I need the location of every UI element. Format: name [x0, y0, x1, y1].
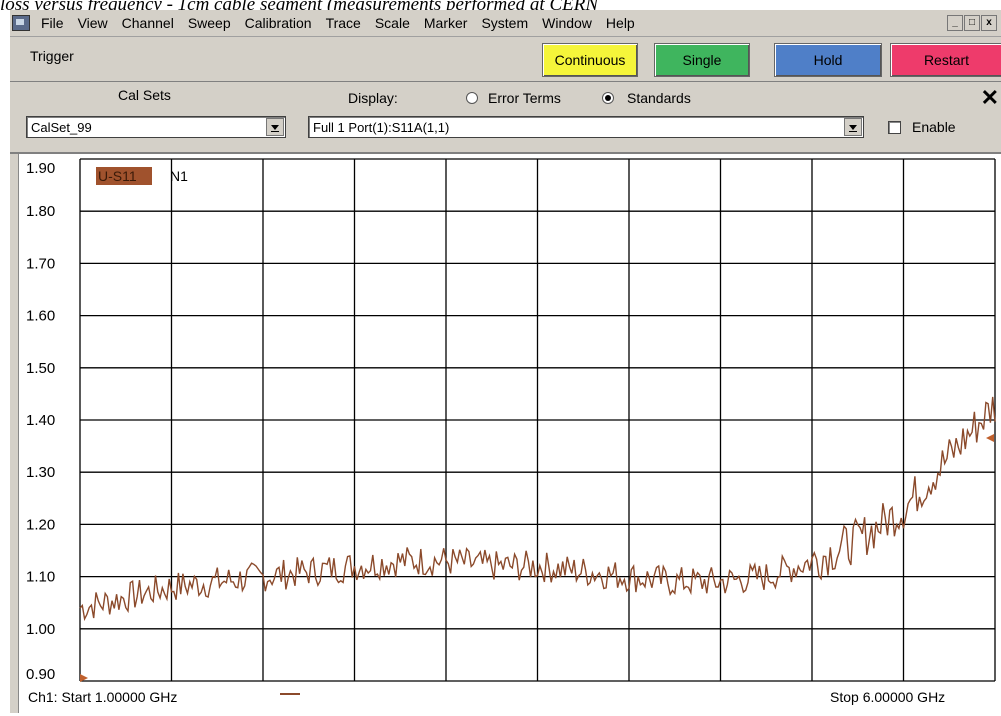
menu-item-calibration[interactable]: Calibration: [238, 10, 319, 36]
display-value: Full 1 Port(1):S11A(1,1): [313, 120, 449, 135]
figure-caption: loss versus frequency - 1cm cable segmen…: [0, 0, 1001, 10]
chevron-down-icon[interactable]: [266, 118, 284, 136]
y-tick-label: 1.40: [26, 412, 55, 429]
trigger-toolbar: Trigger Continuous Single Hold Restart: [10, 37, 1001, 82]
window-controls: _ □ x: [947, 15, 997, 31]
hold-button[interactable]: Hold: [774, 43, 882, 77]
chart-grid: [80, 159, 995, 681]
y-tick-label: 1.20: [26, 516, 55, 533]
y-tick-label: 1.50: [26, 360, 55, 377]
restart-button[interactable]: Restart: [890, 43, 1001, 77]
chart-left-border: [10, 154, 19, 713]
marker-label: N1: [170, 168, 188, 184]
start-frequency-label: Ch1: Start 1.00000 GHz: [28, 689, 177, 705]
y-tick-label: 1.00: [26, 621, 55, 638]
close-icon[interactable]: x: [981, 15, 997, 31]
continuous-button[interactable]: Continuous: [542, 43, 638, 77]
y-tick-labels: 1.90 1.80 1.70 1.60 1.50 1.40 1.30 1.20 1.10 1.00…: [26, 160, 55, 683]
menu-item-system[interactable]: System: [474, 10, 535, 36]
trace-label: U-S11: [98, 168, 137, 184]
enable-label: Enable: [912, 119, 956, 135]
restore-icon[interactable]: □: [964, 15, 980, 31]
y-tick-label: 0.90: [26, 666, 55, 683]
y-tick-label: 1.10: [26, 569, 55, 586]
display-label: Display:: [348, 90, 398, 106]
stop-frequency-label: Stop 6.00000 GHz: [830, 689, 945, 705]
enable-checkbox[interactable]: [888, 121, 901, 134]
reference-marker-right: [986, 434, 994, 442]
menu-item-marker[interactable]: Marker: [417, 10, 475, 36]
calset-value: CalSet_99: [31, 120, 92, 135]
menu-item-view[interactable]: View: [71, 10, 115, 36]
menu-item-window[interactable]: Window: [535, 10, 599, 36]
error-terms-label: Error Terms: [488, 90, 561, 106]
trigger-label: Trigger: [30, 48, 74, 64]
cal-sets-panel: Cal Sets CalSet_99 Display: Error Terms …: [10, 82, 1001, 154]
y-tick-label: 1.60: [26, 308, 55, 325]
y-tick-label: 1.70: [26, 255, 55, 272]
calset-select[interactable]: CalSet_99: [26, 116, 286, 138]
menu-item-sweep[interactable]: Sweep: [181, 10, 238, 36]
menu-item-channel[interactable]: Channel: [115, 10, 181, 36]
standards-radio[interactable]: [602, 92, 614, 104]
minimize-icon[interactable]: _: [947, 15, 963, 31]
menu-item-scale[interactable]: Scale: [368, 10, 417, 36]
standards-label: Standards: [627, 90, 691, 106]
y-tick-label: 1.30: [26, 464, 55, 481]
y-tick-label: 1.90: [26, 160, 55, 177]
close-panel-icon[interactable]: ✕: [981, 87, 999, 109]
chart-area: 1.90 1.80 1.70 1.60 1.50 1.40 1.30 1.20 1.10 1.00…: [10, 154, 1001, 713]
error-terms-radio[interactable]: [466, 92, 478, 104]
menu-item-help[interactable]: Help: [599, 10, 642, 36]
menu-item-trace[interactable]: Trace: [319, 10, 368, 36]
s11-chart: 1.90 1.80 1.70 1.60 1.50 1.40 1.30 1.20 1.10 1.00…: [10, 154, 1001, 713]
single-button[interactable]: Single: [654, 43, 750, 77]
display-select[interactable]: Full 1 Port(1):S11A(1,1): [308, 116, 864, 138]
menu-item-file[interactable]: File: [34, 10, 71, 36]
y-tick-label: 1.80: [26, 203, 55, 220]
cal-sets-label: Cal Sets: [118, 87, 171, 103]
chevron-down-icon[interactable]: [844, 118, 862, 136]
app-icon[interactable]: [12, 15, 30, 31]
